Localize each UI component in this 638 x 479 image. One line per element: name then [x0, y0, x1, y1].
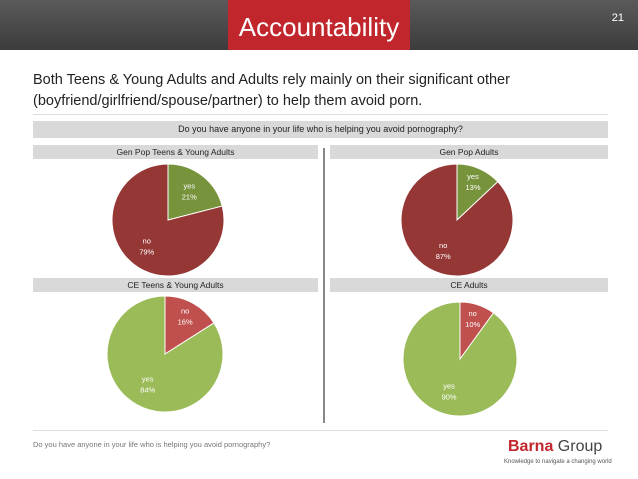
pie-value-no-genpop-adults: 87%: [436, 252, 451, 261]
pie-value-no-ce-teens: 16%: [178, 317, 193, 326]
footer-question: Do you have anyone in your life who is h…: [33, 440, 271, 449]
pie-slice-no-genpop-adults: [400, 163, 514, 277]
pie-slice-yes-ce-teens: [106, 295, 224, 413]
pie-value-yes-genpop-adults: 13%: [466, 183, 481, 192]
brand-logo-suffix: Group: [553, 438, 603, 455]
page-title: Accountability: [238, 12, 400, 42]
brand-logo: Barna Group: [508, 438, 602, 456]
pie-slice-yes-genpop-teens: [167, 163, 223, 221]
slide-subtitle: Both Teens & Young Adults and Adults rel…: [33, 72, 510, 109]
page-number: 21: [611, 12, 624, 24]
brand-logo-prefix: Barna: [508, 438, 554, 455]
pie-label-no-ce-adults: no: [469, 309, 477, 318]
pie-label-yes-ce-adults: yes: [443, 382, 455, 391]
panel-title-ce-teens: CE Teens & Young Adults: [33, 278, 318, 292]
pie-slice-no-ce-teens: [164, 295, 215, 355]
pie-label-no-genpop-adults: no: [439, 241, 447, 250]
footer-separator: [33, 430, 608, 431]
question-bar: Do you have anyone in your life who is h…: [33, 121, 608, 138]
title-accent: [228, 0, 410, 50]
pie-label-yes-ce-teens: yes: [142, 375, 154, 384]
brand-tagline: Knowledge to navigate a changing world: [504, 459, 612, 465]
pie-label-no-genpop-teens: no: [143, 236, 151, 245]
pie-chart-genpop-adults: yes 13% no 87%: [400, 163, 514, 277]
pie-value-no-ce-adults: 10%: [465, 320, 480, 329]
panel-divider: [323, 148, 325, 423]
panel-title-genpop-adults: Gen Pop Adults: [330, 145, 608, 159]
pie-value-yes-ce-teens: 84%: [140, 386, 155, 395]
pie-chart-ce-adults: no 10% yes 90%: [402, 301, 518, 417]
title-bar: [0, 0, 638, 50]
panel-title-ce-adults: CE Adults: [330, 278, 608, 292]
pie-chart-genpop-teens: yes 21% no 79%: [111, 163, 225, 277]
panel-title-genpop-teens: Gen Pop Teens & Young Adults: [33, 145, 318, 159]
pie-value-yes-ce-adults: 90%: [442, 393, 457, 402]
separator: [33, 114, 608, 115]
pie-label-no-ce-teens: no: [181, 306, 189, 315]
pie-slice-yes-ce-adults: [402, 301, 518, 417]
pie-value-yes-genpop-teens: 21%: [182, 193, 197, 202]
pie-label-yes-genpop-adults: yes: [467, 172, 479, 181]
pie-slice-no-genpop-teens: [111, 163, 225, 277]
pie-value-no-genpop-teens: 79%: [139, 247, 154, 256]
pie-label-yes-genpop-teens: yes: [183, 182, 195, 191]
pie-chart-ce-teens: no 16% yes 84%: [106, 295, 224, 413]
